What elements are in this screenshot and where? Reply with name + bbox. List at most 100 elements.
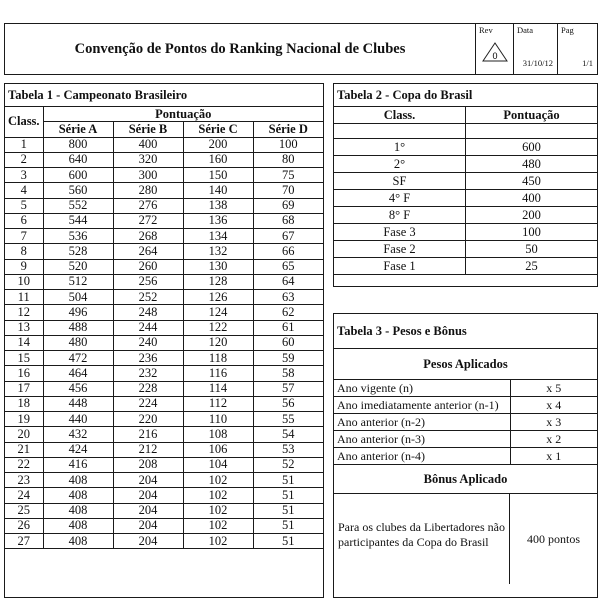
- points-cell: 488: [42, 319, 114, 336]
- points-cell: 114: [182, 380, 254, 397]
- table-row: 10 512 256 128 64: [5, 273, 323, 291]
- table-row: Ano imediatamente anterior (n-1) x 4: [334, 396, 597, 414]
- document-header: Convenção de Pontos do Ranking Nacional …: [4, 23, 598, 75]
- points-cell: 128: [182, 273, 254, 291]
- class-cell: 17: [5, 380, 44, 397]
- points-cell: 252: [112, 288, 184, 306]
- class-cell: 19: [5, 410, 44, 428]
- points-cell: 50: [465, 240, 597, 258]
- points-cell: 408: [42, 471, 114, 489]
- points-cell: 228: [112, 380, 184, 397]
- points-cell: 240: [112, 334, 184, 352]
- points-cell: 64: [252, 273, 323, 291]
- class-cell: 23: [5, 471, 44, 489]
- tabela-copa-do-brasil: Tabela 2 - Copa do Brasil Class. Pontuaç…: [333, 83, 598, 287]
- peso-factor-cell: x 4: [509, 396, 597, 414]
- points-cell: 544: [42, 212, 114, 230]
- points-cell: 56: [252, 395, 323, 413]
- tabela1-col-header: Série B: [112, 121, 184, 138]
- pag-value: 1/1: [582, 58, 593, 68]
- class-cell: 22: [5, 456, 44, 474]
- points-cell: 102: [182, 532, 254, 550]
- points-cell: 104: [182, 456, 254, 474]
- points-cell: 432: [42, 426, 114, 443]
- points-cell: 504: [42, 288, 114, 306]
- points-cell: 552: [42, 197, 114, 214]
- points-cell: 58: [252, 365, 323, 382]
- points-cell: 408: [42, 487, 114, 504]
- pag-cell: Pag 1/1: [557, 24, 597, 74]
- points-cell: 63: [252, 288, 323, 306]
- points-cell: 520: [42, 258, 114, 275]
- class-cell: 2: [5, 151, 44, 169]
- tabela1-class-header: Class.: [5, 107, 44, 138]
- table-row: 16 464 232 116 58: [5, 365, 323, 382]
- table-row: 24 408 204 102 51: [5, 487, 323, 504]
- points-cell: 496: [42, 304, 114, 321]
- table-row: 2° 480: [334, 155, 597, 173]
- points-cell: 248: [112, 304, 184, 321]
- class-cell: Fase 3: [334, 223, 466, 241]
- table-row: 25 408 204 102 51: [5, 502, 323, 519]
- class-cell: 4° F: [334, 189, 466, 207]
- points-cell: 134: [182, 227, 254, 245]
- points-cell: 80: [252, 151, 323, 169]
- table-row: 19 440 220 110 55: [5, 410, 323, 428]
- peso-label-cell: Ano imediatamente anterior (n-1): [334, 396, 511, 414]
- points-cell: 276: [112, 197, 184, 214]
- bonus-row: Para os clubes da Libertadores não parti…: [334, 494, 597, 584]
- points-cell: 140: [182, 182, 254, 199]
- points-cell: 132: [182, 243, 254, 260]
- bonus-value: 400 pontos: [526, 531, 580, 546]
- class-cell: 27: [5, 532, 44, 550]
- points-cell: 440: [42, 410, 114, 428]
- table-row: 8° F 200: [334, 206, 597, 224]
- table-row: 13 488 244 122 61: [5, 319, 323, 336]
- table-row: 7 536 268 134 67: [5, 227, 323, 245]
- points-cell: 69: [252, 197, 323, 214]
- tabela2-spacer-row: [334, 123, 597, 139]
- points-cell: 68: [252, 212, 323, 230]
- table-row: 4° F 400: [334, 189, 597, 207]
- class-cell: 16: [5, 365, 44, 382]
- points-cell: 124: [182, 304, 254, 321]
- tabela2-class-header: Class.: [334, 107, 466, 124]
- tabela1-grid: Class. Pontuação Série A Série B Série C Sé…: [5, 107, 323, 550]
- points-cell: 528: [42, 243, 114, 260]
- table-row: 22 416 208 104 52: [5, 456, 323, 474]
- points-cell: 512: [42, 273, 114, 291]
- points-cell: 102: [182, 471, 254, 489]
- points-cell: 400: [465, 189, 597, 207]
- points-cell: 100: [252, 137, 323, 153]
- data-cell: Data 31/10/12: [513, 24, 557, 74]
- table-row: Fase 3 100: [334, 223, 597, 241]
- rev-cell: Rev 0: [475, 24, 513, 74]
- peso-label-cell: Ano anterior (n-2): [334, 413, 511, 431]
- table-row: 15 472 236 118 59: [5, 349, 323, 367]
- points-cell: 400: [112, 137, 184, 153]
- tabela-pesos-bonus: Tabela 3 - Pesos e Bônus Pesos Aplicados…: [333, 313, 598, 598]
- points-cell: 136: [182, 212, 254, 230]
- document-title: Convenção de Pontos do Ranking Nacional …: [74, 40, 406, 57]
- points-cell: 208: [112, 456, 184, 474]
- tabela1-title: Tabela 1 - Campeonato Brasileiro: [5, 84, 323, 107]
- points-cell: 102: [182, 517, 254, 535]
- table-row: SF 450: [334, 172, 597, 190]
- rev-value: 0: [492, 51, 497, 61]
- points-cell: 57: [252, 380, 323, 397]
- class-cell: 3: [5, 166, 44, 184]
- points-cell: 51: [252, 532, 323, 550]
- points-cell: 130: [182, 258, 254, 275]
- points-cell: 126: [182, 288, 254, 306]
- class-cell: 12: [5, 304, 44, 321]
- points-cell: 60: [252, 334, 323, 352]
- class-cell: Fase 1: [334, 257, 466, 275]
- points-cell: 448: [42, 395, 114, 413]
- points-cell: 51: [252, 502, 323, 519]
- peso-label-cell: Ano anterior (n-4): [334, 447, 511, 464]
- points-cell: 160: [182, 151, 254, 169]
- points-cell: 450: [465, 172, 597, 190]
- points-cell: 416: [42, 456, 114, 474]
- points-cell: 112: [182, 395, 254, 413]
- points-cell: 204: [112, 471, 184, 489]
